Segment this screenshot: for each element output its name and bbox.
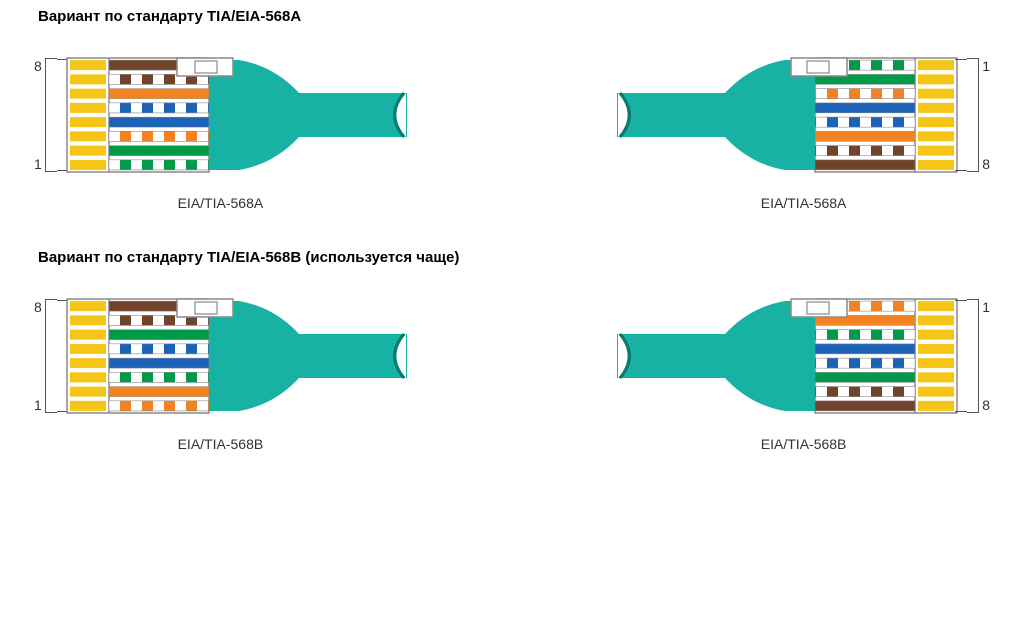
pin-top: 1 bbox=[982, 58, 990, 74]
connector-row: 81EIA/TIA-568B18EIA/TIA-568B bbox=[0, 294, 1024, 452]
connector-graphic: 81 bbox=[34, 294, 407, 418]
connector-graphic: 18 bbox=[617, 53, 990, 177]
connector-label: EIA/TIA-568A bbox=[761, 195, 847, 211]
connector-graphic: 81 bbox=[34, 53, 407, 177]
pin-top: 8 bbox=[34, 299, 42, 315]
connector-right: 18EIA/TIA-568B bbox=[617, 294, 990, 452]
document: Вариант по стандарту TIA/EIA-568A81EIA/T… bbox=[0, 0, 1024, 452]
connector-graphic: 18 bbox=[617, 294, 990, 418]
pin-top: 1 bbox=[982, 299, 990, 315]
heading-0: Вариант по стандарту TIA/EIA-568A bbox=[0, 0, 1024, 25]
pin-brace bbox=[45, 58, 57, 172]
pin-brace bbox=[967, 58, 979, 172]
diagram-row-0: 81EIA/TIA-568A18EIA/TIA-568A bbox=[0, 53, 1024, 211]
connector-label: EIA/TIA-568B bbox=[761, 436, 847, 452]
pin-brace bbox=[45, 299, 57, 413]
heading-1: Вариант по стандарту TIA/EIA-568B (испол… bbox=[0, 221, 1024, 266]
pin-top: 8 bbox=[34, 58, 42, 74]
rj45-plug bbox=[57, 294, 407, 418]
pin-bottom: 1 bbox=[34, 397, 42, 413]
pin-numbers: 81 bbox=[34, 58, 42, 172]
connector-row: 81EIA/TIA-568A18EIA/TIA-568A bbox=[0, 53, 1024, 211]
connector-left: 81EIA/TIA-568A bbox=[34, 53, 407, 211]
pin-brace bbox=[967, 299, 979, 413]
pin-numbers: 18 bbox=[982, 299, 990, 413]
connector-label: EIA/TIA-568A bbox=[178, 195, 264, 211]
pin-numbers: 81 bbox=[34, 299, 42, 413]
pin-bottom: 1 bbox=[34, 156, 42, 172]
connector-label: EIA/TIA-568B bbox=[178, 436, 264, 452]
connector-left: 81EIA/TIA-568B bbox=[34, 294, 407, 452]
rj45-plug bbox=[617, 53, 967, 177]
connector-right: 18EIA/TIA-568A bbox=[617, 53, 990, 211]
rj45-plug bbox=[57, 53, 407, 177]
pin-bottom: 8 bbox=[982, 156, 990, 172]
diagram-row-1: 81EIA/TIA-568B18EIA/TIA-568B bbox=[0, 294, 1024, 452]
pin-numbers: 18 bbox=[982, 58, 990, 172]
pin-bottom: 8 bbox=[982, 397, 990, 413]
rj45-plug bbox=[617, 294, 967, 418]
